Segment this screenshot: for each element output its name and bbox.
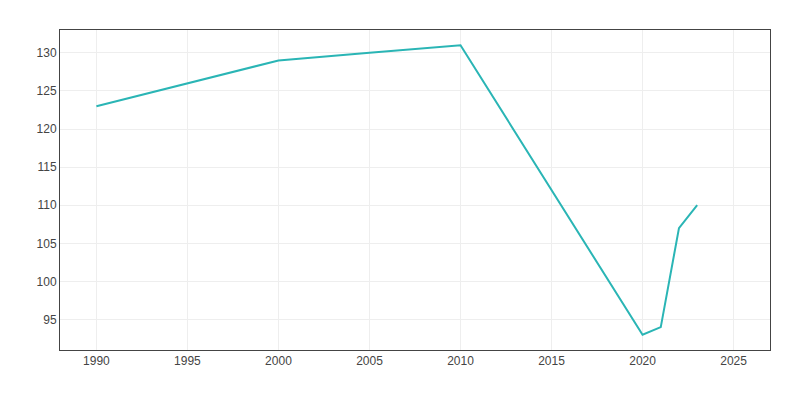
svg-text:130: 130: [37, 46, 57, 60]
svg-text:1990: 1990: [83, 354, 110, 368]
svg-text:110: 110: [37, 198, 56, 212]
svg-text:1995: 1995: [174, 354, 201, 368]
svg-text:2020: 2020: [629, 354, 656, 368]
svg-text:2005: 2005: [356, 354, 383, 368]
svg-text:100: 100: [37, 275, 57, 289]
svg-text:105: 105: [37, 237, 57, 251]
svg-text:125: 125: [37, 84, 57, 98]
svg-text:120: 120: [37, 122, 57, 136]
svg-text:95: 95: [43, 313, 57, 327]
svg-text:2010: 2010: [447, 354, 474, 368]
svg-text:115: 115: [37, 160, 56, 174]
svg-text:2015: 2015: [538, 354, 565, 368]
svg-text:2000: 2000: [265, 354, 292, 368]
svg-text:2025: 2025: [720, 354, 747, 368]
